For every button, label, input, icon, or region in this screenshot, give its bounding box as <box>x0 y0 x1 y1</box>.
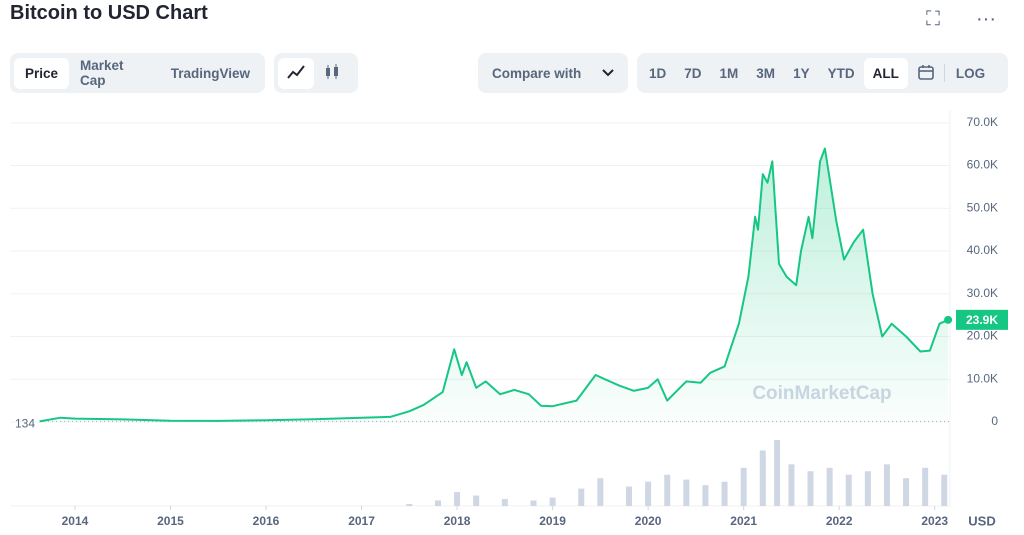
tab[interactable]: Market Cap <box>80 58 124 88</box>
volume-bar <box>941 474 948 506</box>
volume-bar <box>740 467 747 506</box>
page-title: Bitcoin to USD Chart <box>10 2 208 24</box>
tab[interactable]: Price <box>14 57 70 89</box>
x-tick-label: 2015 <box>157 514 184 528</box>
volume-bar <box>845 474 852 506</box>
calendar-button[interactable] <box>908 58 944 89</box>
volume-bar <box>597 478 604 506</box>
tab-group: Price Market Cap TradingView <box>10 53 265 93</box>
candle-chart-button[interactable] <box>314 58 350 89</box>
y-tick-label: 0 <box>991 414 998 428</box>
y-tick-label: 40.0K <box>967 243 998 257</box>
volume-bar <box>807 471 814 506</box>
range-button[interactable]: 7D <box>684 65 702 81</box>
range-button[interactable]: YTD <box>827 65 855 81</box>
x-tick-label: 2023 <box>921 514 948 528</box>
price-line <box>39 147 949 423</box>
volume-bar <box>454 492 461 506</box>
x-tick-label: 2022 <box>826 514 853 528</box>
chart-type-group <box>274 53 358 93</box>
range-button[interactable]: 1Y <box>793 65 810 81</box>
price-area <box>39 148 949 422</box>
log-button[interactable]: LOG <box>955 65 986 81</box>
x-tick-label: 2016 <box>253 514 280 528</box>
volume-bar <box>406 503 413 506</box>
y-tick-label: 50.0K <box>967 200 998 214</box>
volume-bar <box>626 486 633 506</box>
volume-bar <box>549 497 556 506</box>
volume-bar <box>645 481 652 506</box>
x-tick-label: 2014 <box>62 514 89 528</box>
current-price-box <box>956 309 1008 330</box>
current-price-label: 23.9K <box>966 313 998 327</box>
volume-bar <box>664 474 671 506</box>
x-tick-label: 2019 <box>539 514 566 528</box>
range-button[interactable]: 1M <box>719 65 739 81</box>
volume-bar <box>903 478 910 506</box>
compare-dropdown[interactable]: Compare with <box>478 53 628 93</box>
volume-bar <box>702 485 709 506</box>
y-tick-label: 70.0K <box>967 115 998 129</box>
volume-bar <box>774 440 781 506</box>
range-group: 1D 7D 1M 3M 1Y YTD ALL LOG <box>637 53 1008 93</box>
fullscreen-icon[interactable]: ⛶ <box>926 8 940 30</box>
volume-bar <box>501 499 508 506</box>
x-tick-label: 2018 <box>444 514 471 528</box>
volume-bar <box>759 450 766 506</box>
line-chart-button[interactable] <box>278 57 314 89</box>
compare-label: Compare with <box>492 65 582 81</box>
y-tick-label: 10.0K <box>967 371 998 385</box>
x-tick-label: 2021 <box>730 514 757 528</box>
volume-bar <box>683 479 690 506</box>
more-icon[interactable]: ··· <box>976 8 996 30</box>
range-button[interactable]: 3M <box>756 65 776 81</box>
range-button[interactable]: 1D <box>649 65 667 81</box>
y-tick-label: 30.0K <box>967 286 998 300</box>
volume-bar <box>922 467 929 506</box>
volume-bar <box>530 500 537 506</box>
range-button[interactable]: ALL <box>863 57 908 89</box>
volume-bar <box>883 464 890 506</box>
x-tick-label: 2017 <box>348 514 375 528</box>
y-tick-label: 20.0K <box>967 329 998 343</box>
volume-bar <box>721 481 728 506</box>
volume-bar <box>864 471 871 506</box>
start-price-label: 134 <box>15 417 35 431</box>
watermark: CoinMarketCap <box>752 383 891 404</box>
volume-bar <box>578 488 585 506</box>
tab[interactable]: TradingView <box>170 65 250 81</box>
y-tick-label: 60.0K <box>967 158 998 172</box>
volume-bar <box>473 495 480 506</box>
last-point <box>944 315 953 324</box>
volume-bar <box>788 464 795 506</box>
volume-bar <box>434 500 441 506</box>
x-tick-label: 2020 <box>635 514 662 528</box>
volume-bar <box>826 467 833 506</box>
y-unit: USD <box>968 513 995 528</box>
